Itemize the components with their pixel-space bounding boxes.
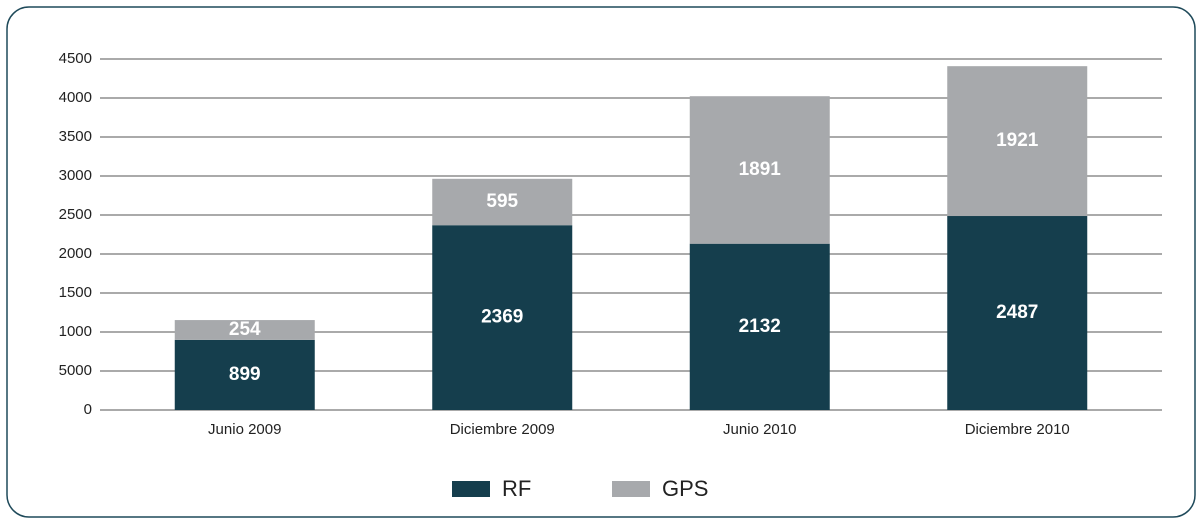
x-tick-label: Diciembre 2009 — [450, 421, 555, 438]
value-label: 1891 — [739, 159, 782, 180]
y-tick-label: 3000 — [59, 167, 92, 184]
y-tick-label: 3500 — [59, 128, 92, 145]
bar-segment — [174, 339, 315, 410]
bar-segment — [689, 96, 830, 244]
x-tick-label: Junio 2009 — [208, 421, 281, 438]
y-tick-label: 4500 — [59, 50, 92, 67]
value-label: 2487 — [996, 302, 1038, 323]
value-label: 2369 — [481, 307, 523, 328]
value-label: 254 — [229, 319, 261, 340]
bar-segment — [432, 225, 573, 410]
bar-segment — [432, 178, 573, 226]
value-label: 595 — [486, 191, 518, 212]
value-label: 2132 — [739, 316, 781, 337]
value-label: 1921 — [996, 130, 1039, 151]
y-tick-label: 5000 — [59, 362, 92, 379]
bar-segment — [174, 320, 315, 340]
bar-segment — [947, 66, 1088, 217]
x-tick-label: Junio 2010 — [723, 421, 796, 438]
legend-swatch — [612, 481, 650, 497]
y-tick-label: 4000 — [59, 89, 92, 106]
y-tick-label: 1500 — [59, 284, 92, 301]
legend-label: RF — [502, 476, 531, 501]
legend-label: GPS — [662, 476, 708, 501]
y-tick-label: 0 — [84, 401, 92, 418]
y-tick-label: 1000 — [59, 323, 92, 340]
value-label: 899 — [229, 364, 261, 385]
bar-segment — [689, 243, 830, 410]
y-tick-label: 2500 — [59, 206, 92, 223]
legend-swatch — [452, 481, 490, 497]
bar-segment — [947, 216, 1088, 410]
x-tick-label: Diciembre 2010 — [965, 421, 1070, 438]
y-tick-label: 2000 — [59, 245, 92, 262]
